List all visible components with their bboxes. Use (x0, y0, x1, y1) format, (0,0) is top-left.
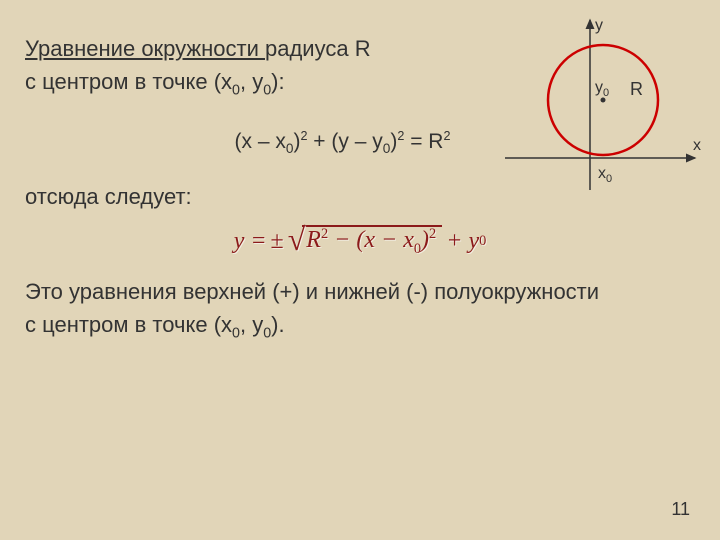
eq2-plusy0: + y (446, 228, 479, 255)
eq1-eq: = R (404, 130, 443, 153)
page-number: 11 (671, 499, 690, 520)
label-R: R (630, 79, 643, 99)
sqrt-wrap: √ R2 − (x − x0)2 (288, 225, 443, 257)
equation-semicircle: y = ± √ R2 − (x − x0)2 + y0 (25, 225, 695, 257)
desc-l2b: , y (240, 312, 263, 337)
label-y0-s: 0 (603, 87, 609, 99)
circle-diagram: y x y0 x0 R (495, 10, 705, 200)
desc-s1: 0 (232, 325, 240, 341)
eq2-x0: 0 (414, 241, 421, 257)
eq1-plus: + (y – y (307, 130, 382, 153)
eq2-close: ) (421, 227, 429, 253)
title-line2c: ): (271, 69, 284, 94)
title-sub2: 0 (263, 82, 271, 98)
desc-l2c: ). (271, 312, 284, 337)
desc-l1: Это уравнения верхней (+) и нижней (-) п… (25, 279, 599, 304)
eq2-R: R (306, 227, 321, 253)
eq1-a: (x – x (235, 130, 286, 153)
label-x0: x0 (598, 165, 612, 185)
eq2-min: − (x − x (328, 227, 414, 253)
title-sub1: 0 (232, 82, 240, 98)
title-line2b: , y (240, 69, 263, 94)
radicand: R2 − (x − x0)2 (302, 225, 442, 254)
label-x: x (693, 137, 701, 154)
label-x0-t: x (598, 165, 606, 182)
title-line2a: с центром в точке (x (25, 69, 232, 94)
description: Это уравнения верхней (+) и нижней (-) п… (25, 275, 695, 345)
eq1-p3: 2 (443, 129, 450, 143)
eq2-pm: ± (271, 228, 284, 255)
radical-sign: √ (288, 223, 306, 255)
desc-l2a: с центром в точке (x (25, 312, 232, 337)
label-y: y (595, 17, 603, 34)
title-underlined: Уравнение окружности (25, 36, 265, 61)
label-y0-t: y (595, 79, 603, 96)
label-x0-s: 0 (606, 173, 612, 185)
desc-s2: 0 (263, 325, 271, 341)
eq2-yeq: y = (234, 228, 267, 255)
label-y0: y0 (595, 79, 609, 99)
eq2-sq: 2 (429, 226, 436, 242)
title-rest: радиуса R (265, 36, 371, 61)
